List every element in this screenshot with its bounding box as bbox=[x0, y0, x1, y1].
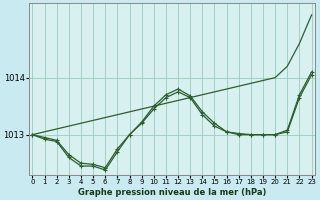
X-axis label: Graphe pression niveau de la mer (hPa): Graphe pression niveau de la mer (hPa) bbox=[78, 188, 266, 197]
